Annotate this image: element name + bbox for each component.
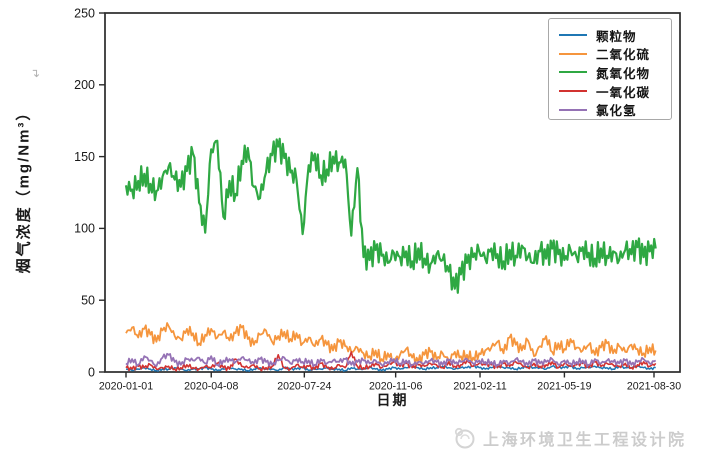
series-lines-layer — [124, 137, 657, 372]
series-line-nitrogen-oxides — [124, 137, 657, 294]
plot-frame — [104, 12, 681, 373]
y-tick-label: 0 — [88, 365, 95, 379]
legend-label: 一氧化碳 — [596, 85, 651, 100]
y-tick-label: 250 — [74, 6, 95, 20]
legend-item-carbon-monoxide: 一氧化碳 — [559, 82, 671, 101]
axis-ticks-layer: 0 50 100 150 200 250 2020-01-01 2020-04-08 2020-… — [74, 6, 681, 392]
y-tick-label: 200 — [74, 78, 95, 92]
x-tick-label: 2020-01-01 — [99, 381, 153, 393]
chart-legend: 颗粒物 二氧化硫 氮氧化物 一氧化碳 氯化氢 — [548, 18, 672, 120]
x-tick-label: 2021-05-19 — [537, 381, 591, 393]
legend-label: 氯化氢 — [596, 104, 637, 119]
legend-label: 氮氧化物 — [596, 66, 651, 81]
x-tick-label: 2020-07-24 — [277, 381, 331, 393]
legend-line-swatch — [559, 108, 587, 111]
series-line-hydrogen-chloride — [125, 352, 657, 368]
y-tick-label: 100 — [74, 222, 95, 236]
legend-label: 二氧化硫 — [596, 48, 651, 63]
legend-line-swatch — [559, 52, 587, 55]
series-line-particulate-matter — [125, 364, 656, 372]
x-tick-label: 2021-08-30 — [627, 381, 681, 393]
legend-line-swatch — [559, 34, 587, 37]
legend-item-nitrogen-oxides: 氮氧化物 — [559, 63, 671, 82]
legend-line-swatch — [559, 90, 587, 93]
y-axis-title: 烟气浓度（mg/Nm³） — [15, 103, 33, 274]
organization-name: 上海环境卫生工程设计院 — [483, 432, 687, 449]
y-tick-label: 150 — [74, 150, 95, 164]
x-axis-title: 日期 — [376, 392, 409, 408]
return-mark-glyph: ↴ — [30, 66, 41, 80]
legend-item-particulate-matter: 颗粒物 — [559, 26, 671, 45]
series-line-sulfur-dioxide — [125, 322, 657, 365]
x-tick-label: 2020-04-08 — [184, 381, 238, 393]
legend-label: 颗粒物 — [596, 29, 637, 44]
organization-logo-icon — [454, 427, 475, 449]
series-line-carbon-monoxide — [125, 351, 657, 372]
x-tick-label: 2021-02-11 — [453, 381, 507, 393]
y-tick-label: 50 — [81, 294, 95, 308]
x-tick-label: 2020-11-06 — [369, 381, 423, 393]
watermark-footer: 上海环境卫生工程设计院 — [452, 426, 687, 450]
legend-item-hydrogen-chloride: 氯化氢 — [559, 100, 671, 119]
legend-line-swatch — [559, 71, 587, 74]
legend-item-sulfur-dioxide: 二氧化硫 — [559, 45, 671, 64]
